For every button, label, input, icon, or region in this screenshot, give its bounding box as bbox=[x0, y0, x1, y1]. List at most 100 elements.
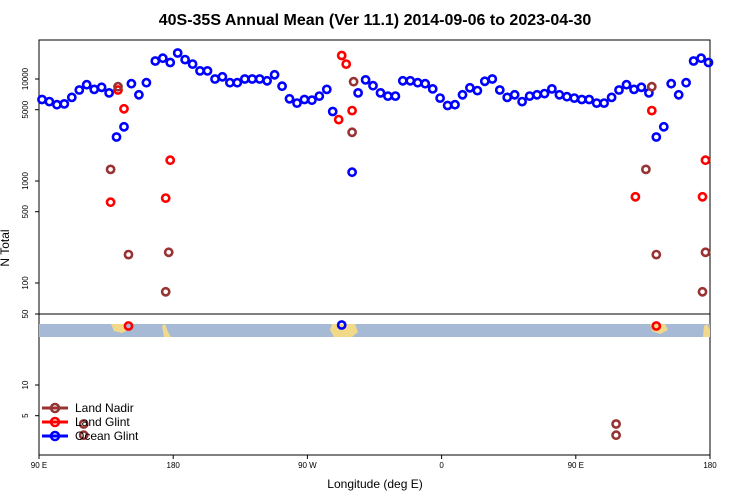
x-axis-label: Longitude (deg E) bbox=[327, 477, 422, 491]
point-ocean-glint bbox=[96, 82, 107, 93]
point-ocean-glint bbox=[360, 75, 371, 85]
point-ocean-glint bbox=[420, 78, 431, 89]
point-ocean-glint bbox=[599, 98, 609, 108]
legend-label-land-nadir: Land Nadir bbox=[75, 401, 134, 415]
point-ocean-glint bbox=[66, 92, 77, 103]
point-land-nadir bbox=[348, 76, 359, 87]
land-south-america bbox=[330, 324, 358, 337]
point-ocean-glint bbox=[696, 53, 706, 64]
point-ocean-glint bbox=[180, 54, 190, 65]
point-ocean-glint bbox=[464, 82, 475, 93]
plot-frame bbox=[38, 39, 711, 456]
point-ocean-glint bbox=[44, 96, 55, 107]
point-land-nadir bbox=[160, 286, 171, 297]
point-land-nadir bbox=[113, 81, 123, 92]
land-australia-right bbox=[703, 324, 710, 337]
legend: Land Nadir Land Glint Ocean Glint bbox=[42, 401, 139, 443]
x-tick-label: 90 E bbox=[568, 461, 584, 470]
point-land-nadir bbox=[78, 419, 89, 429]
point-land-glint bbox=[119, 103, 129, 114]
y-tick-label: 500 bbox=[21, 204, 30, 218]
point-ocean-glint bbox=[584, 94, 595, 105]
point-land-glint bbox=[336, 50, 347, 61]
point-ocean-glint bbox=[262, 75, 272, 86]
point-land-nadir bbox=[611, 419, 621, 429]
point-ocean-glint bbox=[666, 78, 677, 89]
legend-label-land-glint: Land Glint bbox=[75, 415, 130, 429]
point-land-glint bbox=[341, 59, 352, 69]
point-land-nadir bbox=[641, 164, 651, 175]
x-tick-label: 180 bbox=[703, 461, 717, 470]
legend-marker-ocean-glint bbox=[49, 430, 61, 442]
y-tick-label: 1000 bbox=[21, 172, 30, 190]
ocean-band bbox=[39, 324, 710, 337]
point-ocean-glint bbox=[636, 82, 647, 93]
point-ocean-glint bbox=[547, 84, 557, 94]
point-ocean-glint bbox=[532, 89, 542, 100]
point-ocean-glint bbox=[539, 88, 550, 99]
x-axis-ticks: 90 E 180 90 W 0 90 E 180 bbox=[31, 455, 717, 470]
point-ocean-glint bbox=[195, 66, 205, 76]
y-tick-label: 10000 bbox=[21, 67, 30, 90]
point-land-nadir bbox=[697, 286, 708, 297]
point-land-nadir bbox=[651, 249, 662, 260]
point-ocean-glint bbox=[347, 167, 357, 178]
point-ocean-glint bbox=[390, 91, 401, 101]
point-land-nadir bbox=[163, 247, 174, 258]
point-land-glint bbox=[651, 321, 662, 331]
point-ocean-glint bbox=[450, 99, 460, 110]
x-tick-label: 0 bbox=[439, 461, 444, 470]
point-ocean-glint bbox=[133, 89, 144, 100]
point-ocean-glint bbox=[74, 85, 85, 95]
legend-marker-land-nadir bbox=[49, 402, 61, 414]
point-ocean-glint bbox=[202, 66, 213, 76]
point-ocean-glint bbox=[314, 91, 325, 101]
point-ocean-glint bbox=[681, 77, 691, 88]
point-ocean-glint bbox=[435, 93, 445, 103]
legend-label-ocean-glint: Ocean Glint bbox=[75, 429, 139, 443]
point-ocean-glint bbox=[673, 89, 684, 100]
point-ocean-glint bbox=[292, 98, 302, 108]
y-tick-label: 50 bbox=[21, 309, 30, 318]
point-ocean-glint bbox=[254, 74, 265, 84]
y-tick-label: 100 bbox=[21, 276, 30, 290]
point-ocean-glint bbox=[569, 93, 580, 103]
x-tick-label: 180 bbox=[167, 461, 181, 470]
point-ocean-glint bbox=[606, 92, 617, 103]
point-ocean-glint bbox=[126, 78, 137, 89]
legend-marker-land-glint bbox=[49, 416, 61, 428]
point-ocean-glint bbox=[217, 71, 228, 82]
x-tick-label: 90 W bbox=[298, 461, 317, 470]
point-ocean-glint bbox=[427, 84, 438, 94]
y-axis-label: N Total bbox=[0, 229, 12, 266]
chart-title: 40S-35S Annual Mean (Ver 11.1) 2014-09-0… bbox=[159, 12, 592, 29]
point-land-nadir bbox=[105, 164, 116, 175]
point-ocean-glint bbox=[651, 132, 662, 142]
point-ocean-glint bbox=[269, 69, 280, 80]
point-ocean-glint bbox=[524, 91, 535, 101]
point-ocean-glint bbox=[658, 121, 669, 132]
point-ocean-glint bbox=[353, 88, 363, 98]
point-ocean-glint bbox=[472, 85, 483, 96]
point-ocean-glint bbox=[247, 74, 258, 84]
y-tick-label: 5000 bbox=[21, 100, 30, 118]
point-land-nadir bbox=[123, 249, 134, 260]
point-land-glint bbox=[160, 193, 171, 203]
y-tick-label: 10 bbox=[21, 380, 30, 389]
point-ocean-glint bbox=[187, 59, 198, 69]
point-ocean-glint bbox=[405, 75, 416, 86]
point-ocean-glint bbox=[509, 89, 520, 100]
point-ocean-glint bbox=[141, 77, 152, 88]
point-land-glint bbox=[165, 155, 176, 166]
map-strip bbox=[39, 324, 710, 337]
point-ocean-glint bbox=[111, 132, 122, 142]
point-land-glint bbox=[333, 114, 344, 125]
point-ocean-glint bbox=[703, 57, 714, 68]
point-ocean-glint bbox=[81, 79, 92, 90]
point-land-nadir bbox=[347, 127, 357, 138]
point-ocean-glint bbox=[479, 76, 490, 87]
point-ocean-glint bbox=[104, 88, 114, 98]
point-land-nadir bbox=[78, 430, 89, 441]
data-points bbox=[37, 48, 714, 441]
